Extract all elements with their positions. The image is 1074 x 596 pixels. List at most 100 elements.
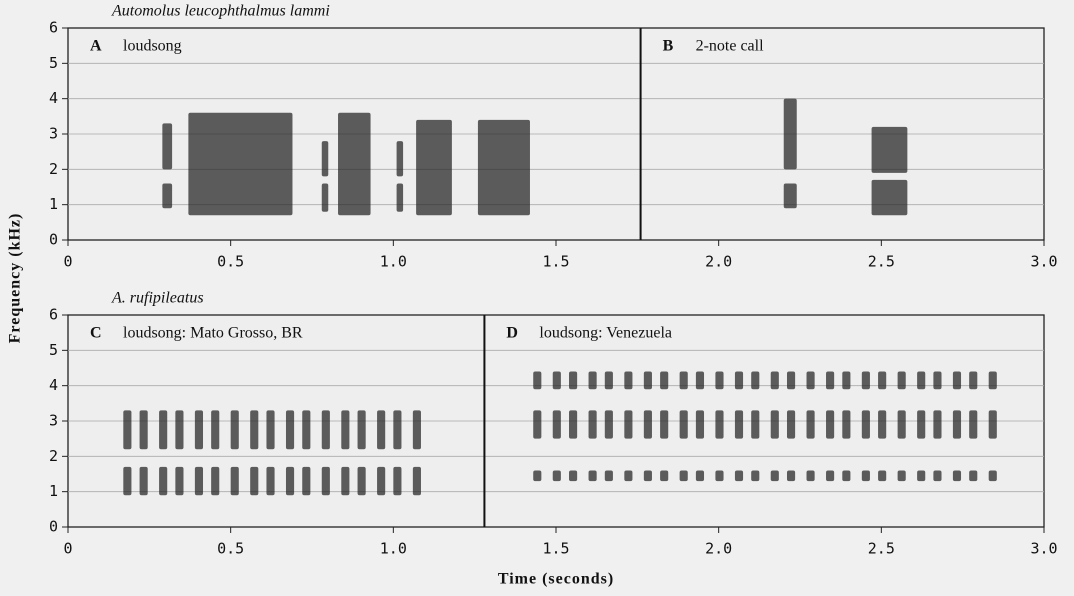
syllable	[643, 410, 652, 439]
panel-letter: D	[506, 325, 518, 342]
syllable	[357, 410, 366, 450]
syllable	[751, 470, 760, 482]
syllable	[826, 470, 835, 482]
syllable	[897, 371, 906, 390]
y-tick-label: 3	[49, 125, 58, 143]
y-tick-label: 5	[49, 54, 58, 72]
syllable	[751, 410, 760, 439]
syllable	[341, 410, 350, 450]
syllable	[786, 371, 796, 390]
syllable	[285, 410, 295, 450]
syllable	[159, 410, 168, 450]
syllable	[194, 466, 204, 496]
y-tick-label: 4	[49, 376, 58, 394]
x-tick-label: 2.5	[868, 540, 895, 558]
syllable	[861, 470, 870, 482]
y-tick-label: 1	[49, 195, 58, 213]
syllable	[878, 410, 887, 439]
syllable	[266, 466, 275, 496]
panel-letter: B	[663, 38, 674, 55]
syllable	[679, 470, 688, 482]
syllable	[783, 183, 797, 209]
syllable	[357, 466, 366, 496]
x-axis-label: Time (seconds)	[498, 571, 614, 588]
syllable	[734, 410, 744, 439]
syllable	[770, 470, 779, 482]
syllable	[952, 410, 962, 439]
syllable	[806, 371, 815, 390]
syllable	[211, 466, 220, 496]
y-tick-label: 2	[49, 160, 58, 178]
syllable	[588, 410, 597, 439]
syllable	[188, 112, 293, 216]
syllable	[786, 470, 796, 482]
syllable	[162, 123, 173, 170]
syllable	[266, 410, 275, 450]
syllable	[871, 126, 908, 173]
syllable	[569, 410, 578, 439]
syllable	[734, 470, 744, 482]
syllable	[952, 371, 962, 390]
syllable	[988, 470, 997, 482]
syllable	[715, 410, 724, 439]
syllable	[175, 410, 184, 450]
x-tick-label: 1.0	[380, 540, 407, 558]
syllable	[211, 410, 220, 450]
syllable	[842, 470, 851, 482]
syllable	[321, 466, 330, 496]
syllable	[624, 470, 633, 482]
syllable	[230, 466, 239, 496]
syllable	[806, 470, 815, 482]
syllable	[917, 410, 926, 439]
x-tick-label: 1.5	[542, 540, 569, 558]
x-tick-label: 0	[63, 253, 72, 271]
x-tick-label: 2.5	[868, 253, 895, 271]
syllable	[842, 371, 851, 390]
y-tick-label: 0	[49, 231, 58, 249]
syllable	[230, 410, 239, 450]
syllable	[643, 470, 652, 482]
syllable	[250, 466, 259, 496]
syllable	[871, 179, 908, 216]
syllable	[988, 371, 997, 390]
syllable	[338, 112, 371, 216]
syllable	[933, 371, 942, 390]
syllable	[660, 371, 669, 390]
y-tick-label: 6	[49, 19, 58, 37]
syllable	[770, 371, 779, 390]
syllable	[751, 371, 760, 390]
syllable	[826, 371, 835, 390]
syllable	[552, 410, 561, 439]
syllable	[533, 410, 542, 439]
syllable	[952, 470, 962, 482]
x-tick-label: 3.0	[1030, 253, 1057, 271]
syllable	[679, 410, 688, 439]
syllable	[917, 371, 926, 390]
syllable	[139, 410, 148, 450]
syllable	[341, 466, 350, 496]
syllable	[826, 410, 835, 439]
syllable	[783, 98, 797, 170]
syllable	[988, 410, 997, 439]
syllable	[969, 410, 978, 439]
syllable	[377, 410, 386, 450]
syllable	[159, 466, 168, 496]
syllable	[393, 410, 402, 450]
syllable	[123, 466, 132, 496]
syllable	[416, 119, 452, 216]
y-tick-label: 6	[49, 306, 58, 324]
syllable	[624, 410, 633, 439]
y-tick-label: 5	[49, 341, 58, 359]
syllable	[897, 470, 906, 482]
x-tick-label: 1.5	[542, 253, 569, 271]
syllable	[969, 470, 978, 482]
syllable	[933, 470, 942, 482]
syllable	[897, 410, 906, 439]
y-tick-label: 2	[49, 447, 58, 465]
syllable	[770, 410, 779, 439]
syllable	[861, 371, 870, 390]
syllable	[660, 410, 669, 439]
syllable	[604, 470, 613, 482]
syllable	[588, 371, 597, 390]
syllable	[695, 470, 705, 482]
